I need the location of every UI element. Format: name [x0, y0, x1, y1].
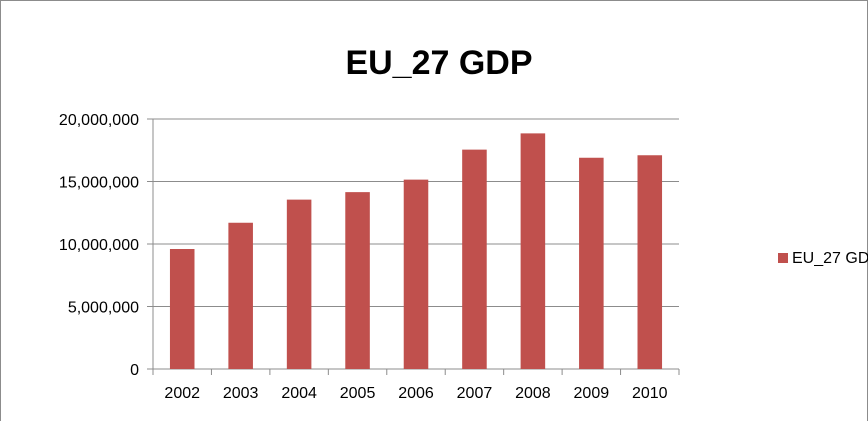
y-axis-tick-labels: 0 5,000,000 10,000,000 15,000,000 20,000,000 — [59, 112, 139, 379]
x-axis-tick-label: 2006 — [398, 385, 434, 402]
x-axis-tick-label: 2002 — [164, 385, 200, 402]
bar-2008 — [520, 133, 546, 369]
bar-2006 — [403, 179, 429, 369]
y-axis-tick-label: 15,000,000 — [59, 175, 139, 192]
bar-2002 — [169, 249, 195, 369]
y-axis-tick-label: 5,000,000 — [68, 300, 139, 317]
x-axis-tick-label: 2007 — [457, 385, 493, 402]
y-axis-tick-label: 0 — [130, 362, 139, 379]
bar-2007 — [462, 149, 487, 369]
x-axis-tick-label: 2010 — [632, 385, 668, 402]
x-axis-tick-label: 2009 — [574, 385, 610, 402]
x-axis-tick-label: 2004 — [281, 385, 317, 402]
bar-2005 — [345, 192, 370, 369]
x-axis-tick-labels: 2002 2003 2004 2005 2006 2007 2008 2009 2010 — [164, 385, 667, 402]
x-axis-tick-label: 2003 — [223, 385, 259, 402]
bar-2004 — [286, 199, 312, 369]
x-axis-tick-label: 2005 — [340, 385, 376, 402]
y-axis-tick-label: 20,000,000 — [59, 112, 139, 129]
y-axis-tick-label: 10,000,000 — [59, 237, 139, 254]
legend-label: EU_27 GDP — [792, 250, 868, 267]
bar-2003 — [228, 222, 253, 369]
x-axis-tick-label: 2008 — [515, 385, 551, 402]
bar-2009 — [579, 157, 604, 369]
legend: EU_27 GDP — [778, 250, 868, 267]
bars — [169, 133, 663, 369]
chart-title: EU_27 GDP — [345, 44, 532, 82]
bar-2010 — [637, 155, 663, 369]
legend-swatch — [778, 253, 788, 263]
